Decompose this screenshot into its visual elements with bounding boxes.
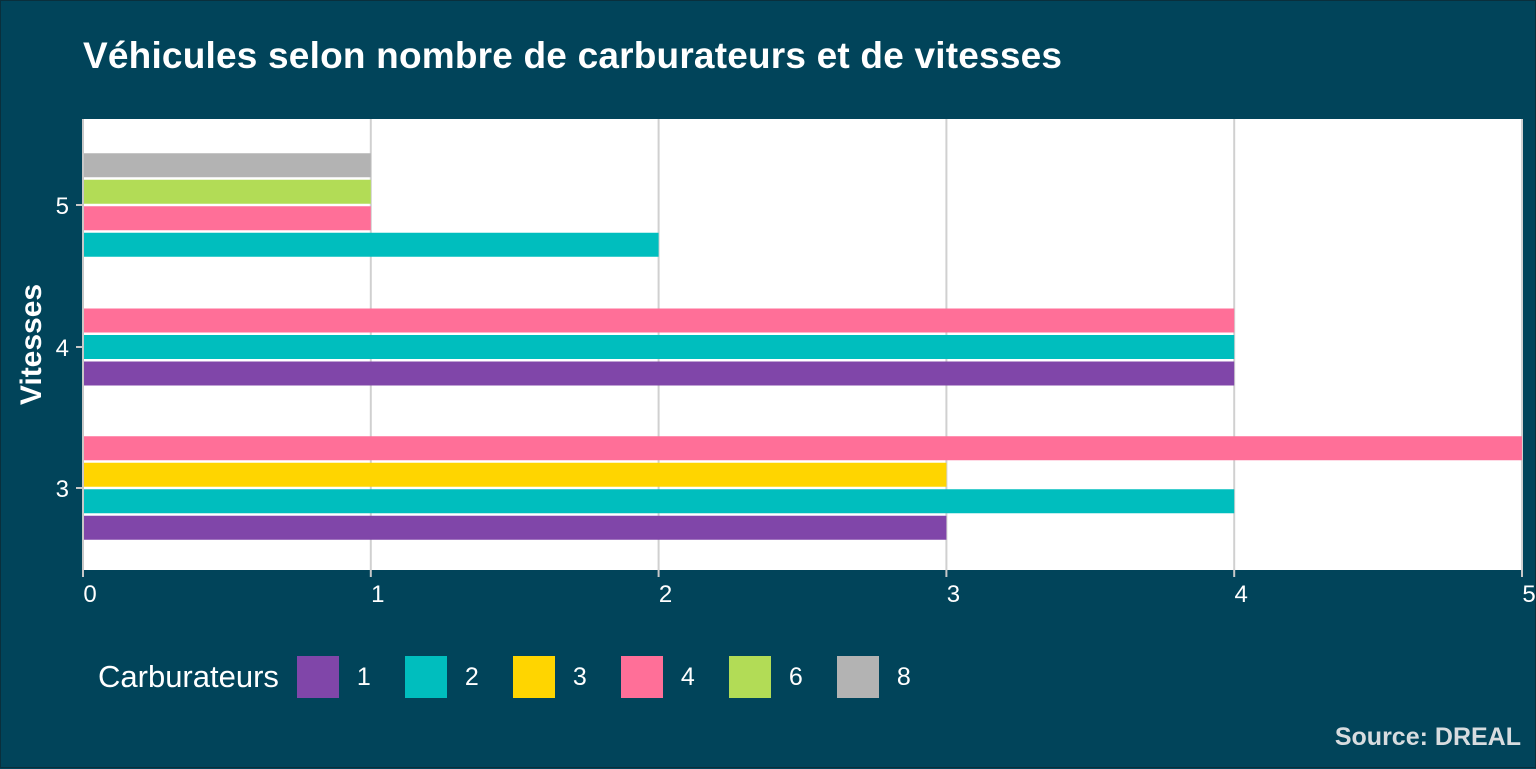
- y-tick-label: 3: [56, 476, 69, 503]
- legend: Carburateurs 1 2 3 4 6 8: [98, 655, 945, 699]
- x-tick-label: 1: [371, 581, 384, 608]
- legend-item-8: 8: [836, 656, 925, 698]
- x-tick-label: 3: [947, 581, 960, 608]
- legend-item-4: 4: [620, 656, 709, 698]
- legend-item-2: 2: [404, 656, 493, 698]
- legend-swatch: [404, 656, 447, 698]
- legend-label: 8: [896, 662, 911, 691]
- legend-label: 3: [572, 662, 587, 691]
- bar-3-series-1: [83, 515, 947, 540]
- legend-label: 2: [464, 662, 479, 691]
- bar-5-series-4: [83, 206, 371, 231]
- bar-5-series-8: [83, 153, 371, 178]
- legend-label: 1: [356, 662, 371, 691]
- y-tick-label: 4: [56, 335, 69, 362]
- x-tick-label: 2: [659, 581, 672, 608]
- bar-4-series-4: [83, 308, 1235, 333]
- bar-5-series-6: [83, 179, 371, 204]
- legend-item-3: 3: [512, 656, 601, 698]
- legend-swatch: [728, 656, 771, 698]
- y-axis-title: Vitesses: [15, 284, 48, 405]
- legend-swatch: [620, 656, 663, 698]
- legend-item-6: 6: [728, 656, 817, 698]
- chart-title: Véhicules selon nombre de carburateurs e…: [83, 35, 1063, 76]
- legend-item-1: 1: [296, 656, 385, 698]
- x-tick-label: 0: [83, 581, 96, 608]
- x-tick-label: 4: [1235, 581, 1248, 608]
- legend-label: 6: [788, 662, 803, 691]
- bar-4-series-1: [83, 361, 1235, 386]
- x-tick-label: 5: [1522, 581, 1535, 608]
- bar-4-series-2: [83, 335, 1235, 359]
- source-caption: Source: DREAL: [1334, 723, 1521, 751]
- legend-swatch: [512, 656, 555, 698]
- bar-3-series-4: [83, 436, 1522, 461]
- legend-label: 4: [680, 662, 695, 691]
- bar-3-series-3: [83, 462, 947, 487]
- bar-5-series-2: [83, 232, 659, 257]
- legend-swatch: [836, 656, 879, 698]
- legend-swatch: [296, 656, 339, 698]
- y-tick-label: 5: [56, 193, 69, 220]
- bar-3-series-2: [83, 489, 1235, 514]
- legend-title: Carburateurs: [98, 659, 279, 694]
